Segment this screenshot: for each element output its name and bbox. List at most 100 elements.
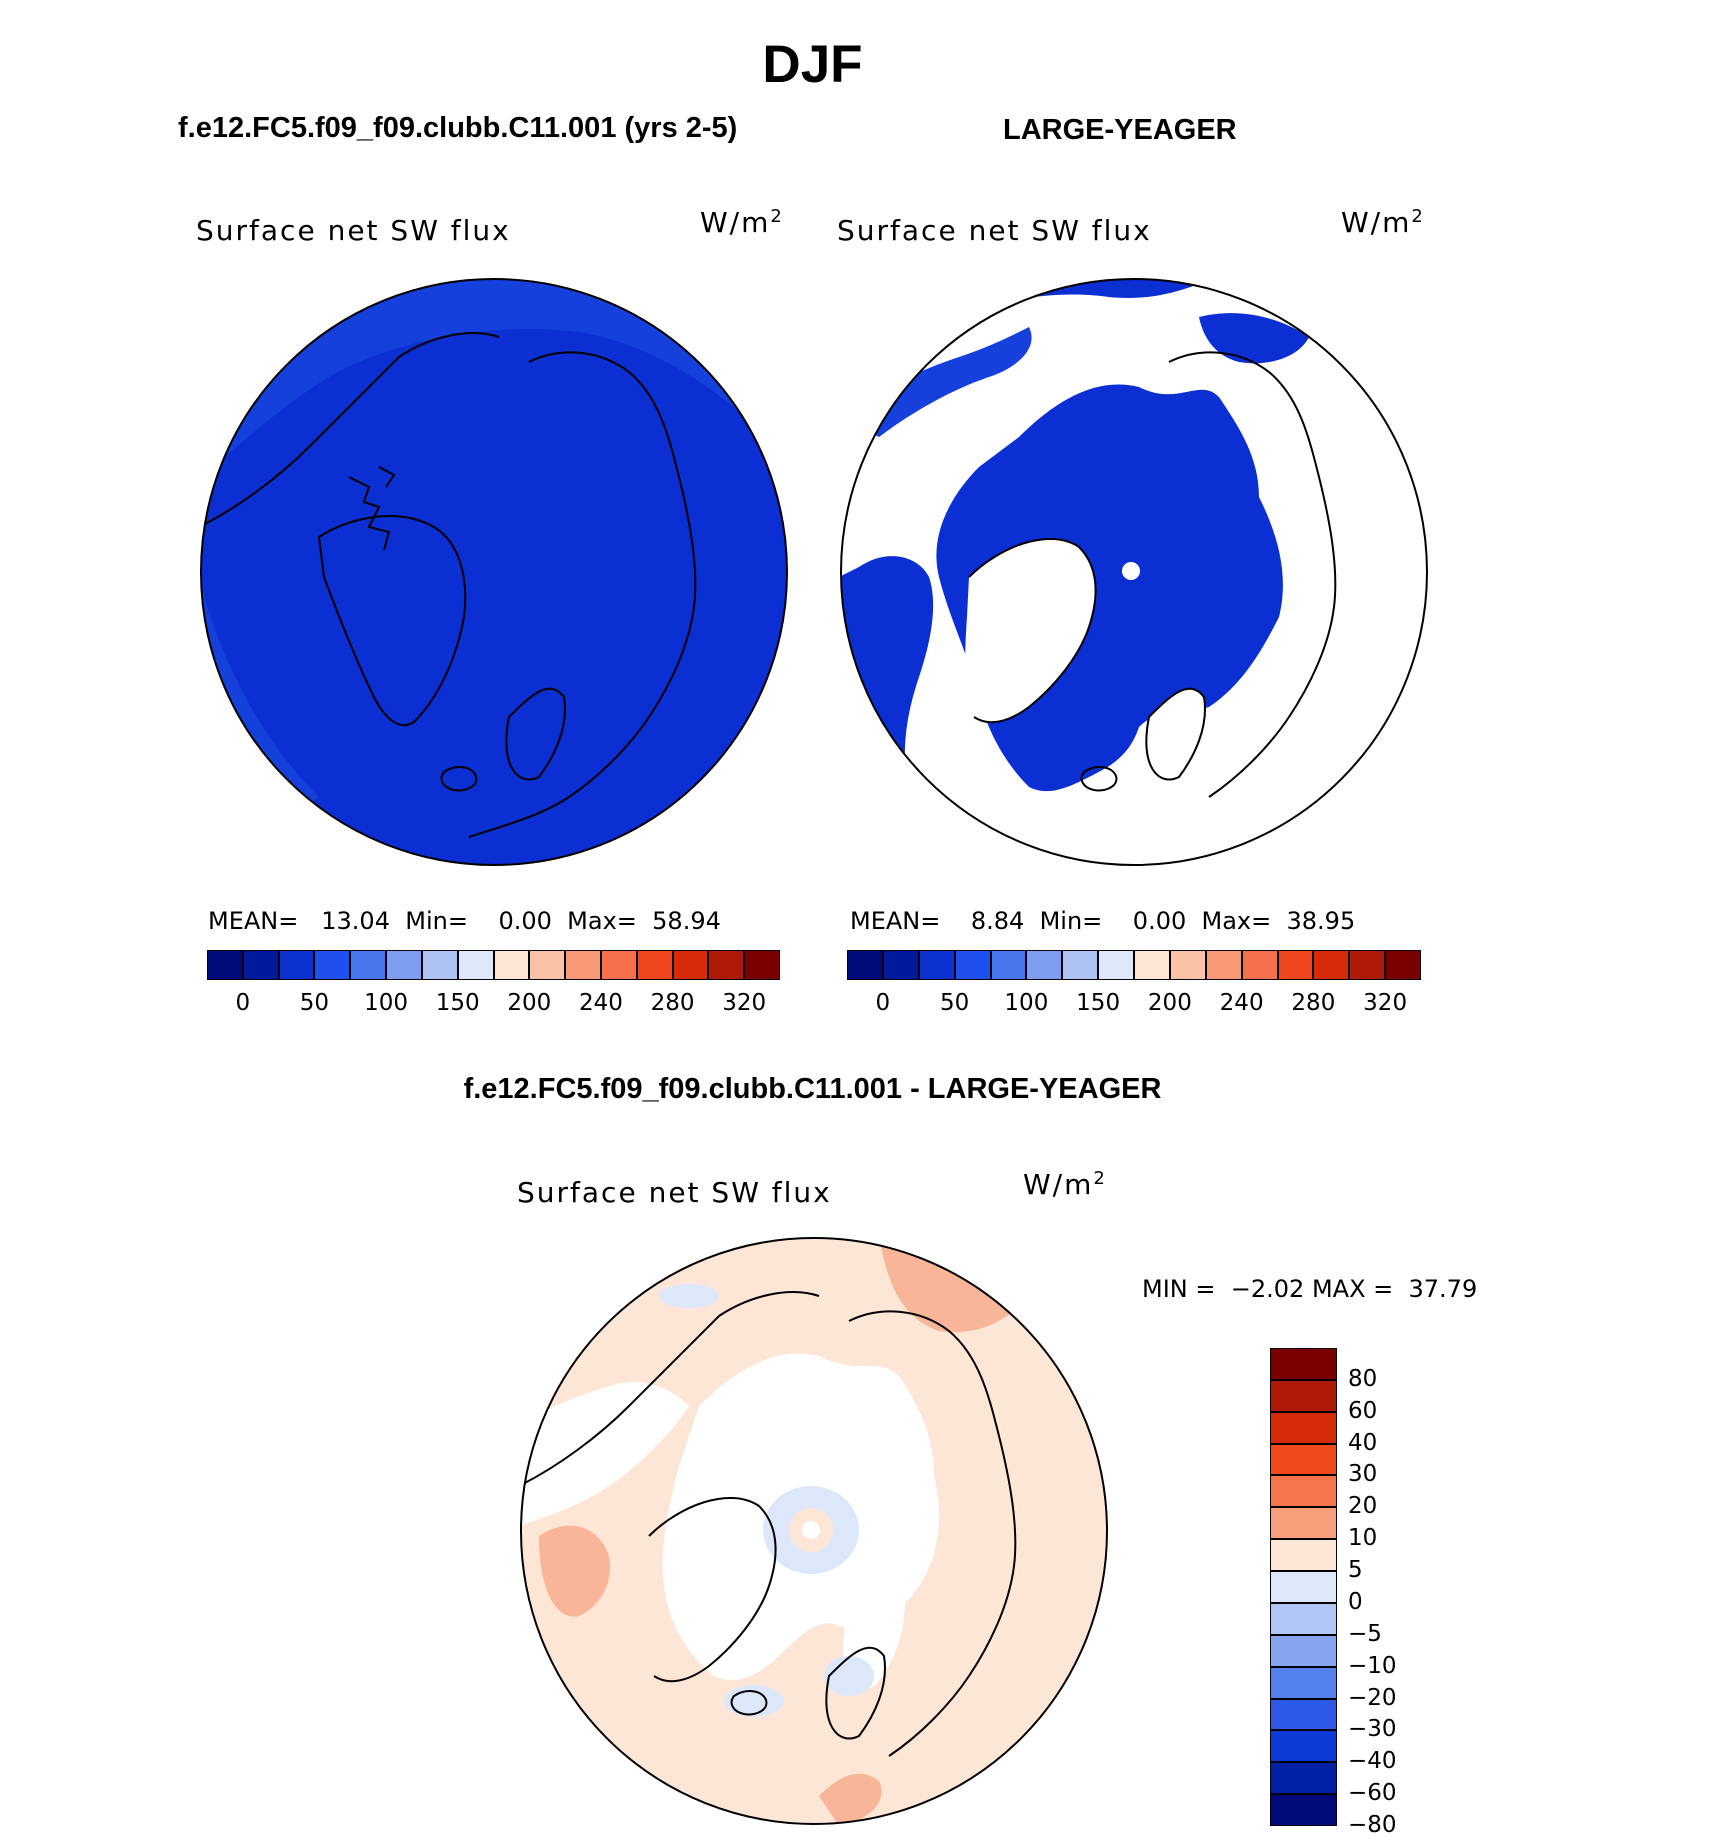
colorbar-tick-label: 5	[1348, 1557, 1363, 1584]
colorbar-swatch	[421, 950, 458, 980]
colorbar-swatch	[529, 950, 566, 980]
panel2-colorbar-labels: 0 50 100 150 200 240 280 320	[847, 990, 1421, 1020]
colorbar-swatch	[1270, 1602, 1337, 1635]
colorbar-tick-label: 60	[1348, 1397, 1378, 1424]
diff-colorbar-labels: 80 60 40 30 20 10 5 0 −5 −10 −20 −30 −40 −60 −80	[1348, 1348, 1438, 1838]
colorbar-swatch	[1270, 1348, 1337, 1380]
colorbar-swatch	[708, 950, 745, 980]
panel1-colorbar-labels: 0 50 100 150 200 240 280 320	[207, 990, 780, 1020]
panel2-polar-map	[840, 278, 1428, 866]
colorbar-tick-label: 30	[1348, 1461, 1378, 1488]
colorbar-swatch	[954, 950, 991, 980]
colorbar-swatch	[882, 950, 919, 980]
colorbar-swatch	[1205, 950, 1242, 980]
panel2-map-border	[840, 278, 1428, 866]
colorbar-tick-label: 240	[578, 990, 623, 1016]
panel1-case-title: f.e12.FC5.f09_f09.clubb.C11.001 (yrs 2-5…	[178, 112, 738, 144]
diff-coastline-eurasia	[848, 1310, 1017, 1757]
diff-coastline-greenland	[648, 1497, 777, 1683]
colorbar-tick-label: 0	[875, 990, 891, 1016]
diff-coastline-scandinavia	[825, 1646, 886, 1740]
diff-units: W/m2	[1023, 1168, 1107, 1201]
diff-polar-map	[520, 1237, 1108, 1825]
colorbar-swatch	[565, 950, 601, 980]
colorbar-tick-label: −5	[1348, 1620, 1382, 1647]
colorbar-tick-label: 150	[435, 990, 480, 1016]
colorbar-swatch	[1270, 1762, 1337, 1795]
colorbar-swatch	[1385, 950, 1421, 980]
diff-pole-hole	[802, 1521, 820, 1539]
panel1-coastline-archipelago	[348, 466, 396, 551]
panel2-case-title: LARGE-YEAGER	[1003, 114, 1237, 146]
colorbar-tick-label: −40	[1348, 1748, 1397, 1775]
colorbar-swatch	[1270, 1666, 1337, 1699]
colorbar-tick-label: −10	[1348, 1652, 1397, 1679]
colorbar-swatch	[207, 950, 243, 980]
colorbar-tick-label: −30	[1348, 1716, 1397, 1743]
panel2-coastline-scandinavia	[1145, 687, 1206, 781]
colorbar-swatch	[314, 950, 351, 980]
colorbar-tick-label: 280	[1291, 990, 1336, 1016]
colorbar-swatch	[1270, 1443, 1337, 1476]
figure-title: DJF	[762, 35, 863, 94]
diff-positive-region	[879, 1238, 1019, 1333]
colorbar-tick-label: 200	[507, 990, 552, 1016]
diff-land-blank	[843, 1555, 905, 1689]
diff-negative-region	[659, 1284, 719, 1308]
panel2-variable-label: Surface net SW flux	[837, 214, 1152, 247]
colorbar-swatch	[744, 950, 780, 980]
panel1-variable-label: Surface net SW flux	[196, 214, 511, 247]
colorbar-swatch	[1270, 1379, 1337, 1412]
colorbar-tick-label: −60	[1348, 1780, 1397, 1807]
colorbar-tick-label: 80	[1348, 1365, 1378, 1392]
colorbar-swatch	[847, 950, 883, 980]
colorbar-swatch	[1270, 1634, 1337, 1667]
colorbar-swatch	[1270, 1475, 1337, 1508]
colorbar-swatch	[1270, 1698, 1337, 1731]
colorbar-swatch	[1270, 1539, 1337, 1572]
panel2-colorbar	[847, 950, 1421, 980]
colorbar-swatch	[1098, 950, 1134, 980]
colorbar-swatch	[1062, 950, 1099, 980]
colorbar-tick-label: 320	[722, 990, 767, 1016]
diff-positive-region	[819, 1773, 882, 1824]
colorbar-swatch	[1270, 1571, 1337, 1603]
panel2-coastline-eurasia	[1168, 351, 1337, 798]
colorbar-swatch	[386, 950, 422, 980]
panel2-stats: MEAN= 8.84 Min= 0.00 Max= 38.95	[850, 907, 1356, 935]
colorbar-tick-label: 100	[364, 990, 409, 1016]
colorbar-tick-label: 150	[1076, 990, 1121, 1016]
panel1-map-border	[200, 278, 788, 866]
diff-coastline-iceland	[730, 1690, 768, 1716]
colorbar-tick-label: 0	[1348, 1588, 1363, 1615]
panel2-ocean-bering	[1199, 313, 1309, 364]
diff-variable-label: Surface net SW flux	[517, 1176, 832, 1209]
colorbar-swatch	[350, 950, 387, 980]
colorbar-swatch	[918, 950, 955, 980]
colorbar-swatch	[672, 950, 709, 980]
colorbar-tick-label: 280	[650, 990, 695, 1016]
colorbar-tick-label: 10	[1348, 1525, 1378, 1552]
panel1-stats: MEAN= 13.04 Min= 0.00 Max= 58.94	[208, 907, 721, 935]
colorbar-swatch	[1270, 1411, 1337, 1444]
panel1-coastline-eurasia	[468, 351, 697, 838]
panel1-coastline-iceland	[440, 766, 478, 792]
diff-title: f.e12.FC5.f09_f09.clubb.C11.001 - LARGE-…	[463, 1073, 1162, 1105]
panel1-coastline-greenland	[317, 515, 467, 727]
colorbar-swatch	[600, 950, 637, 980]
colorbar-swatch	[990, 950, 1027, 980]
colorbar-swatch	[1169, 950, 1206, 980]
panel2-land-greenland	[965, 538, 1096, 723]
colorbar-tick-label: 320	[1363, 990, 1408, 1016]
panel1-polar-map	[200, 278, 788, 866]
panel1-units: W/m2	[700, 206, 784, 239]
colorbar-tick-label: −20	[1348, 1684, 1397, 1711]
colorbar-tick-label: 50	[299, 990, 330, 1016]
colorbar-tick-label: 50	[939, 990, 970, 1016]
panel2-units: W/m2	[1341, 206, 1425, 239]
colorbar-tick-label: 240	[1219, 990, 1264, 1016]
colorbar-swatch	[278, 950, 315, 980]
colorbar-swatch	[1241, 950, 1278, 980]
diff-negative-region	[724, 1685, 784, 1717]
colorbar-swatch	[1270, 1507, 1337, 1540]
